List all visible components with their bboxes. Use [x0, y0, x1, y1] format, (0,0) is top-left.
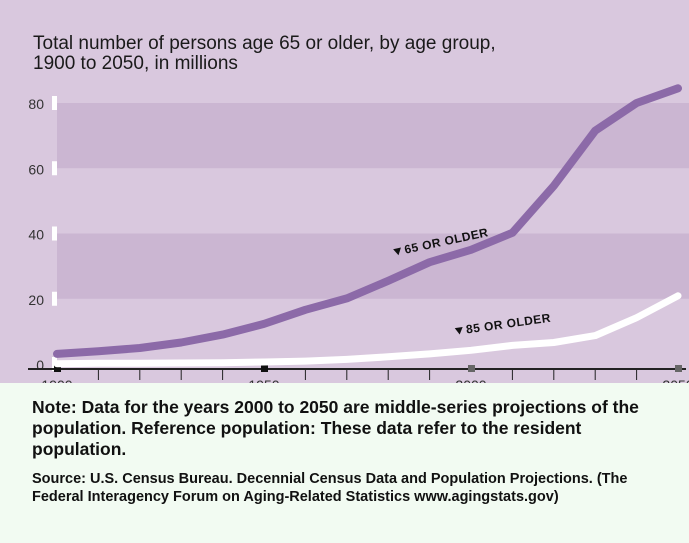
y-axis: 0 20 40 60 80 [28, 96, 57, 373]
series-line [53, 84, 682, 358]
series-lines [53, 84, 682, 368]
y-tick-mark [52, 226, 57, 241]
series-label: 85 OR OLDER [454, 311, 552, 337]
grid-band [57, 103, 689, 169]
y-tick-label: 80 [28, 96, 44, 112]
chart-panel [0, 0, 689, 383]
x-tick-mark [468, 365, 475, 372]
source-text: Source: U.S. Census Bureau. Decennial Ce… [32, 471, 628, 505]
series-line [53, 292, 682, 368]
series-label-arrow [454, 326, 463, 335]
y-tick-mark [52, 291, 57, 306]
x-axis: 1900 1950 2000 2050 [28, 365, 689, 383]
x-tick-mark [54, 365, 61, 372]
x-tick-label: 2050 [662, 377, 689, 383]
y-tick-label: 20 [28, 292, 44, 308]
chart-title-line-2: 1900 to 2050, in millions [33, 53, 238, 74]
x-tick-label: 1950 [248, 377, 279, 383]
y-tick-mark [52, 96, 57, 110]
chart-title-line-1: Total number of persons age 65 or older,… [33, 33, 496, 54]
chart-title: Total number of persons age 65 or older,… [33, 34, 673, 74]
x-tick-label: 2000 [455, 377, 486, 383]
x-tick-label: 1900 [41, 377, 72, 383]
y-tick-mark [52, 161, 57, 176]
x-tick-mark [261, 365, 268, 372]
y-tick-label: 60 [28, 161, 44, 177]
grid-bands [57, 103, 689, 299]
notes-panel [0, 383, 689, 543]
y-tick-label: 40 [28, 227, 44, 243]
series-label-arrow [393, 247, 401, 256]
note-text: Note: Data for the years 2000 to 2050 ar… [32, 397, 639, 459]
x-tick-mark [675, 365, 682, 372]
y-tick-label: 0 [36, 357, 44, 373]
series-label-text: 85 OR OLDER [465, 311, 552, 337]
